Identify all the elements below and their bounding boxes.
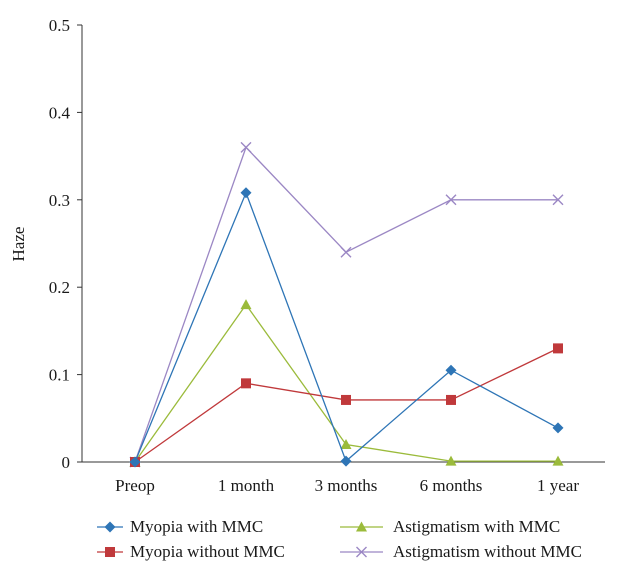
x-tick-label: 6 months [420, 476, 483, 495]
data-point-cross [340, 246, 352, 258]
series-line [134, 191, 559, 463]
legend: Myopia with MMC Myopia without MMC Astigma… [97, 517, 582, 561]
y-tick-label: 0.1 [49, 366, 70, 385]
legend-item: Myopia without MMC [97, 542, 285, 561]
data-point-square [553, 343, 563, 354]
legend-marker-diamond [104, 521, 116, 533]
legend-item: Astigmatism with MMC [340, 517, 560, 536]
series-astigmatism-without-mmc [129, 141, 564, 468]
y-tick-label: 0.5 [49, 16, 70, 35]
legend-label: Myopia without MMC [130, 542, 285, 561]
data-point-diamond [445, 364, 457, 376]
data-point-triangle [552, 455, 564, 466]
y-axis-title: Haze [9, 227, 28, 262]
legend-label: Astigmatism with MMC [393, 517, 560, 536]
data-point-diamond [240, 187, 252, 199]
y-tick-label: 0.4 [49, 103, 71, 122]
data-point-triangle [340, 439, 352, 450]
series-line [134, 303, 558, 463]
x-tick-label: 1 year [537, 476, 579, 495]
series-myopia-with-mmc [129, 187, 564, 468]
data-point-triangle [445, 455, 457, 466]
data-point-square [241, 378, 251, 389]
legend-marker-cross [356, 546, 367, 558]
x-tick-label: 3 months [315, 476, 378, 495]
x-tick-labels: Preop 1 month 3 months 6 months 1 year [115, 476, 579, 495]
data-point-cross [445, 194, 457, 206]
series-layer [129, 141, 564, 468]
y-tick-label: 0.2 [49, 278, 70, 297]
y-tick-labels: 0 0.1 0.2 0.3 0.4 0.5 [49, 16, 82, 472]
y-tick-label: 0.3 [49, 191, 70, 210]
data-point-triangle [240, 299, 252, 310]
data-point-diamond [340, 455, 352, 467]
legend-item: Astigmatism without MMC [340, 542, 582, 561]
legend-label: Astigmatism without MMC [393, 542, 582, 561]
series-astigmatism-with-mmc [129, 299, 564, 467]
legend-marker-triangle [356, 521, 367, 532]
data-point-diamond [129, 456, 141, 468]
x-tick-label: 1 month [218, 476, 275, 495]
data-point-diamond [552, 422, 564, 434]
legend-item: Myopia with MMC [97, 517, 263, 536]
data-point-cross [240, 141, 252, 153]
x-tick-label: Preop [115, 476, 155, 495]
data-point-square [341, 394, 351, 405]
y-tick-label: 0 [62, 453, 71, 472]
legend-label: Myopia with MMC [130, 517, 263, 536]
series-line [134, 146, 558, 463]
data-point-square [446, 394, 456, 405]
legend-marker-square [105, 547, 115, 557]
data-point-cross [552, 194, 564, 206]
